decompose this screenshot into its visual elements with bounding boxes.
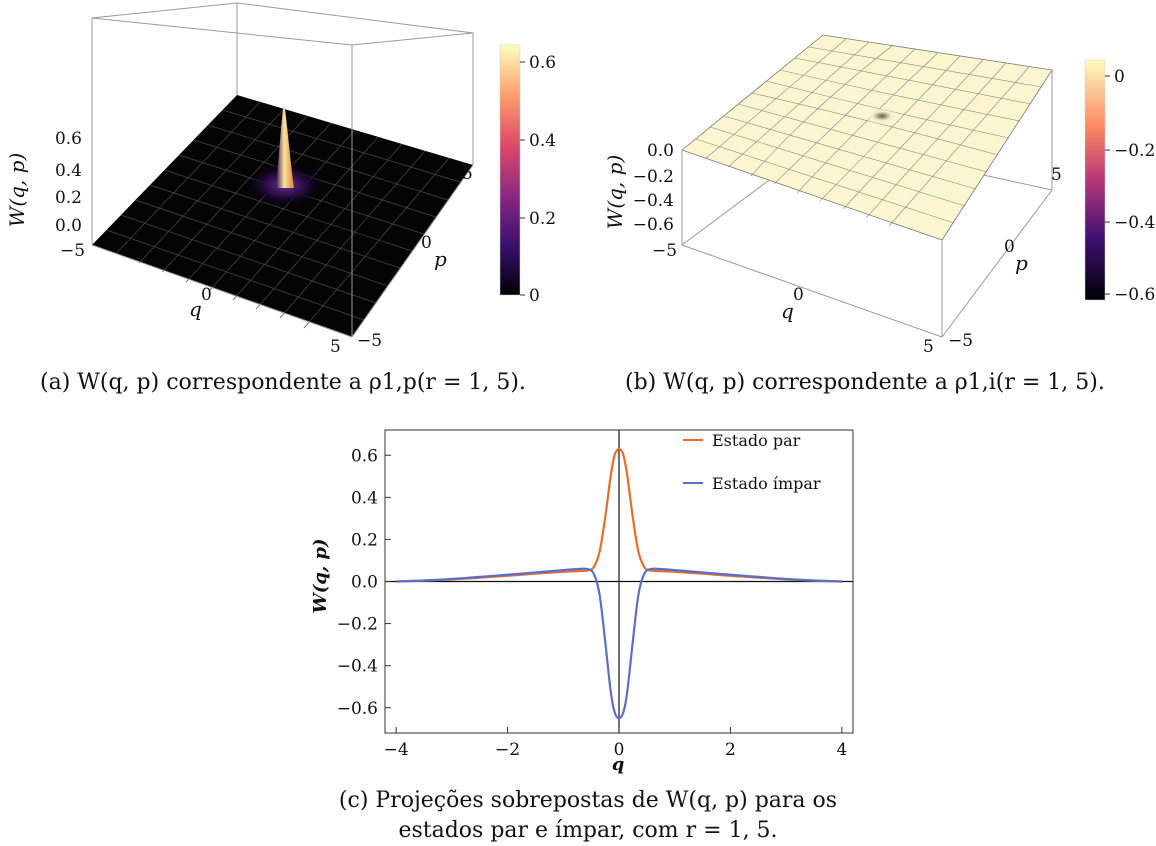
q-axis-label-a: q — [189, 297, 202, 321]
q-axis-ticks-a: −5 0 5 — [60, 241, 341, 357]
colorbar-tick: 0.6 — [529, 53, 556, 73]
z-axis-ticks-a: 0.6 0.4 0.2 0.0 — [55, 129, 82, 236]
z-tick: 0.6 — [55, 129, 82, 149]
panel-a-3d-plot: 0.6 0.4 0.2 0.0 W(q, p) −5 0 5 q 5 0 −5 … — [0, 0, 580, 360]
series-line-impar — [396, 567, 842, 720]
z-tick: −0.2 — [633, 167, 674, 187]
colorbar-b — [1084, 59, 1106, 301]
p-axis-ticks-b: 5 0 −5 — [948, 165, 1062, 351]
q-tick: −5 — [652, 241, 677, 261]
p-tick: −5 — [357, 331, 382, 351]
x-tick-label: 2 — [725, 740, 736, 760]
y-tick-label: −0.4 — [337, 657, 378, 677]
y-tick-label: −0.6 — [337, 699, 378, 719]
colorbar-tick: 0 — [1114, 67, 1125, 87]
y-tick-label: 0.4 — [351, 488, 378, 508]
z-axis-label-a: W(q, p) — [5, 153, 29, 227]
colorbar-b-tickmarks — [1105, 75, 1110, 295]
p-tick: 5 — [1051, 165, 1062, 185]
bounding-box-back — [91, 2, 474, 245]
z-tick: 0.2 — [55, 188, 82, 208]
colorbar-tick: −0.2 — [1114, 141, 1155, 161]
y-tick-label: 0.6 — [351, 446, 378, 466]
legend-label-par: Estado par — [712, 431, 801, 450]
p-tick: 0 — [1004, 237, 1015, 257]
panel-b-svg: 0.0 −0.2 −0.4 −0.6 W(q, p) −5 0 5 q 5 0 … — [603, 34, 1155, 357]
y-tick-label: 0.0 — [351, 573, 378, 593]
colorbar-tick: 0.4 — [529, 131, 556, 151]
z-axis-label-b: W(q, p) — [603, 155, 627, 229]
q-axis-label-b: q — [781, 299, 794, 323]
q-tick: 5 — [923, 337, 934, 357]
bounding-box-front-b — [681, 70, 1053, 338]
p-axis-label-b: p — [1015, 251, 1028, 275]
colorbar-b-ticks: 0 −0.2 −0.4 −0.6 — [1114, 67, 1155, 305]
q-tick: −5 — [60, 241, 85, 261]
q-tick: 0 — [793, 285, 804, 305]
caption-a: (a) W(q, p) correspondente a ρ1,p(r = 1,… — [40, 370, 526, 395]
p-tick: 5 — [462, 164, 473, 184]
bounding-box-front — [91, 45, 474, 338]
colorbar-a-tickmarks — [520, 61, 525, 296]
caption-c: (c) Projeções sobrepostas de W(q, p) par… — [338, 788, 838, 843]
series-group — [396, 447, 842, 720]
z-tick: 0.0 — [647, 141, 674, 161]
p-tick: −5 — [948, 331, 973, 351]
z-tick: −0.4 — [633, 191, 674, 211]
z-tick: 0.4 — [55, 161, 82, 181]
tick-labels: −4 −2 0 2 4 0.6 0.4 0.2 0.0 −0.2 −0.4 −0.6 — [337, 446, 848, 760]
colorbar-tick: 0 — [529, 286, 540, 306]
q-axis-ticks-b: −5 0 5 — [652, 241, 934, 357]
z-tick: 0.0 — [55, 216, 82, 236]
x-tick-label: −2 — [495, 740, 520, 760]
panel-b-3d-plot: 0.0 −0.2 −0.4 −0.6 W(q, p) −5 0 5 q 5 0 … — [590, 0, 1156, 360]
peak-spike — [276, 103, 294, 188]
panel-a-svg: 0.6 0.4 0.2 0.0 W(q, p) −5 0 5 q 5 0 −5 … — [5, 2, 556, 357]
series-line-par — [396, 447, 842, 583]
colorbar-a-ticks: 0.6 0.4 0.2 0 — [529, 53, 556, 306]
x-tick-label: 4 — [836, 740, 847, 760]
central-dip — [864, 107, 900, 125]
p-axis-label-a: p — [434, 247, 447, 271]
legend-label-impar: Estado ímpar — [712, 474, 821, 493]
x-axis-label: q — [612, 754, 625, 775]
legend: Estado par Estado ímpar — [683, 431, 821, 493]
colorbar-tick: −0.6 — [1114, 285, 1155, 305]
surface-b-grid — [695, 38, 1043, 227]
colorbar-tick: −0.4 — [1114, 213, 1155, 233]
q-tick: 5 — [330, 337, 341, 357]
q-tick: 0 — [201, 285, 212, 305]
floor-surface — [92, 95, 473, 337]
y-axis-label: W(q, p) — [310, 539, 331, 614]
line-chart-svg: −4 −2 0 2 4 0.6 0.4 0.2 0.0 −0.2 −0.4 −0.6 q W(q, p… — [310, 429, 854, 775]
y-tick-label: −0.2 — [337, 615, 378, 635]
colorbar-a — [499, 44, 521, 296]
y-tick-label: 0.2 — [351, 530, 378, 550]
x-tick-label: 0 — [614, 740, 625, 760]
z-axis-ticks-b: 0.0 −0.2 −0.4 −0.6 — [633, 141, 674, 235]
panel-c-line-chart: −4 −2 0 2 4 0.6 0.4 0.2 0.0 −0.2 −0.4 −0.6 q W(q, p… — [300, 418, 860, 778]
x-tick-label: −4 — [384, 740, 409, 760]
p-tick: 0 — [421, 233, 432, 253]
z-tick: −0.6 — [633, 215, 674, 235]
p-axis-ticks-a: 5 0 −5 — [357, 164, 473, 351]
caption-b: (b) W(q, p) correspondente a ρ1,i(r = 1,… — [625, 370, 1105, 395]
colorbar-tick: 0.2 — [529, 209, 556, 229]
